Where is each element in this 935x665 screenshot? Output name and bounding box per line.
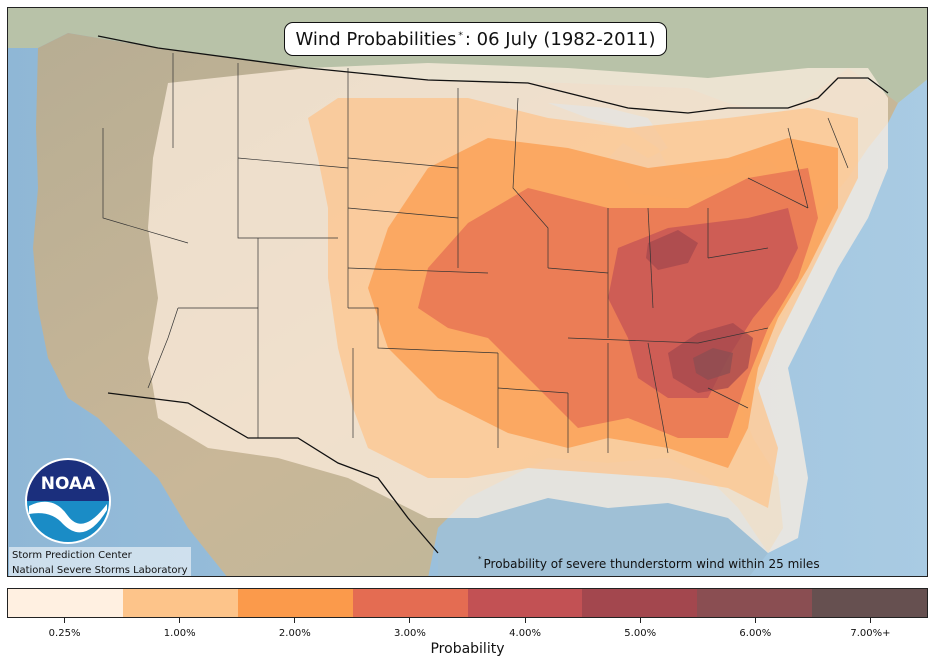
legend-swatch xyxy=(237,589,353,617)
legend-tick-label: 4.00% xyxy=(509,628,541,639)
legend-tick-label: 1.00% xyxy=(163,628,196,639)
footnote-text: Probability of severe thunderstorm wind … xyxy=(483,557,820,571)
legend-tick-mark xyxy=(409,618,411,623)
legend-colorbar xyxy=(7,588,928,618)
credit-line-nssl: National Severe Storms Laboratory xyxy=(12,565,188,576)
footnote: * Probability of severe thunderstorm wind… xyxy=(478,555,820,571)
map-title-marker: * xyxy=(458,31,463,41)
state-borders xyxy=(102,53,849,454)
legend-tick-label: 5.00% xyxy=(624,628,657,639)
noaa-logo-text: NOAA xyxy=(41,474,96,494)
map-panel: Wind Probabilities *: 06 July (1982-2011)… xyxy=(7,7,928,577)
national-borders xyxy=(97,35,889,554)
legend-tick-label: 0.25% xyxy=(48,628,81,639)
map-title-main: Wind Probabilities xyxy=(295,28,457,50)
legend-swatch xyxy=(8,589,123,617)
legend-title: Probability xyxy=(430,641,505,657)
map-title: Wind Probabilities *: 06 July (1982-2011) xyxy=(284,22,667,56)
legend-tick-mark xyxy=(639,618,641,623)
map-canvas xyxy=(8,8,927,576)
legend-tick-mark xyxy=(754,618,756,623)
noaa-logo-icon: NOAA xyxy=(25,458,111,544)
legend-tick-label: 6.00% xyxy=(739,628,772,639)
contour-6.00-southeast xyxy=(693,348,733,380)
probability-contours xyxy=(148,63,888,553)
legend-tick-mark xyxy=(64,618,66,623)
legend-tick-mark xyxy=(179,618,181,623)
legend-tick-label: 2.00% xyxy=(278,628,311,639)
legend-tick-mark xyxy=(294,618,296,623)
legend-ticks: 0.25% 1.00% 2.00% 3.00% 4.00% 5.00% 6.00% 7.00%… xyxy=(7,618,928,639)
legend-tick-mark xyxy=(869,618,871,623)
legend-swatch xyxy=(812,589,927,617)
legend-swatch xyxy=(467,589,583,617)
footnote-marker: * xyxy=(478,555,482,563)
map-title-rest: : 06 July (1982-2011) xyxy=(464,28,656,50)
credit-line-spc: Storm Prediction Center xyxy=(12,550,132,561)
legend-swatch xyxy=(122,589,238,617)
legend-tick-label: 3.00% xyxy=(394,628,426,639)
legend-tick-label: 7.00%+ xyxy=(850,628,891,639)
legend-tick-mark xyxy=(524,618,526,623)
legend-swatch xyxy=(582,589,698,617)
contour-5.00-east-ohio xyxy=(646,230,698,270)
credits-block: Storm Prediction Center National Severe … xyxy=(9,547,191,576)
legend-swatch xyxy=(697,589,813,617)
legend-swatch xyxy=(352,589,468,617)
